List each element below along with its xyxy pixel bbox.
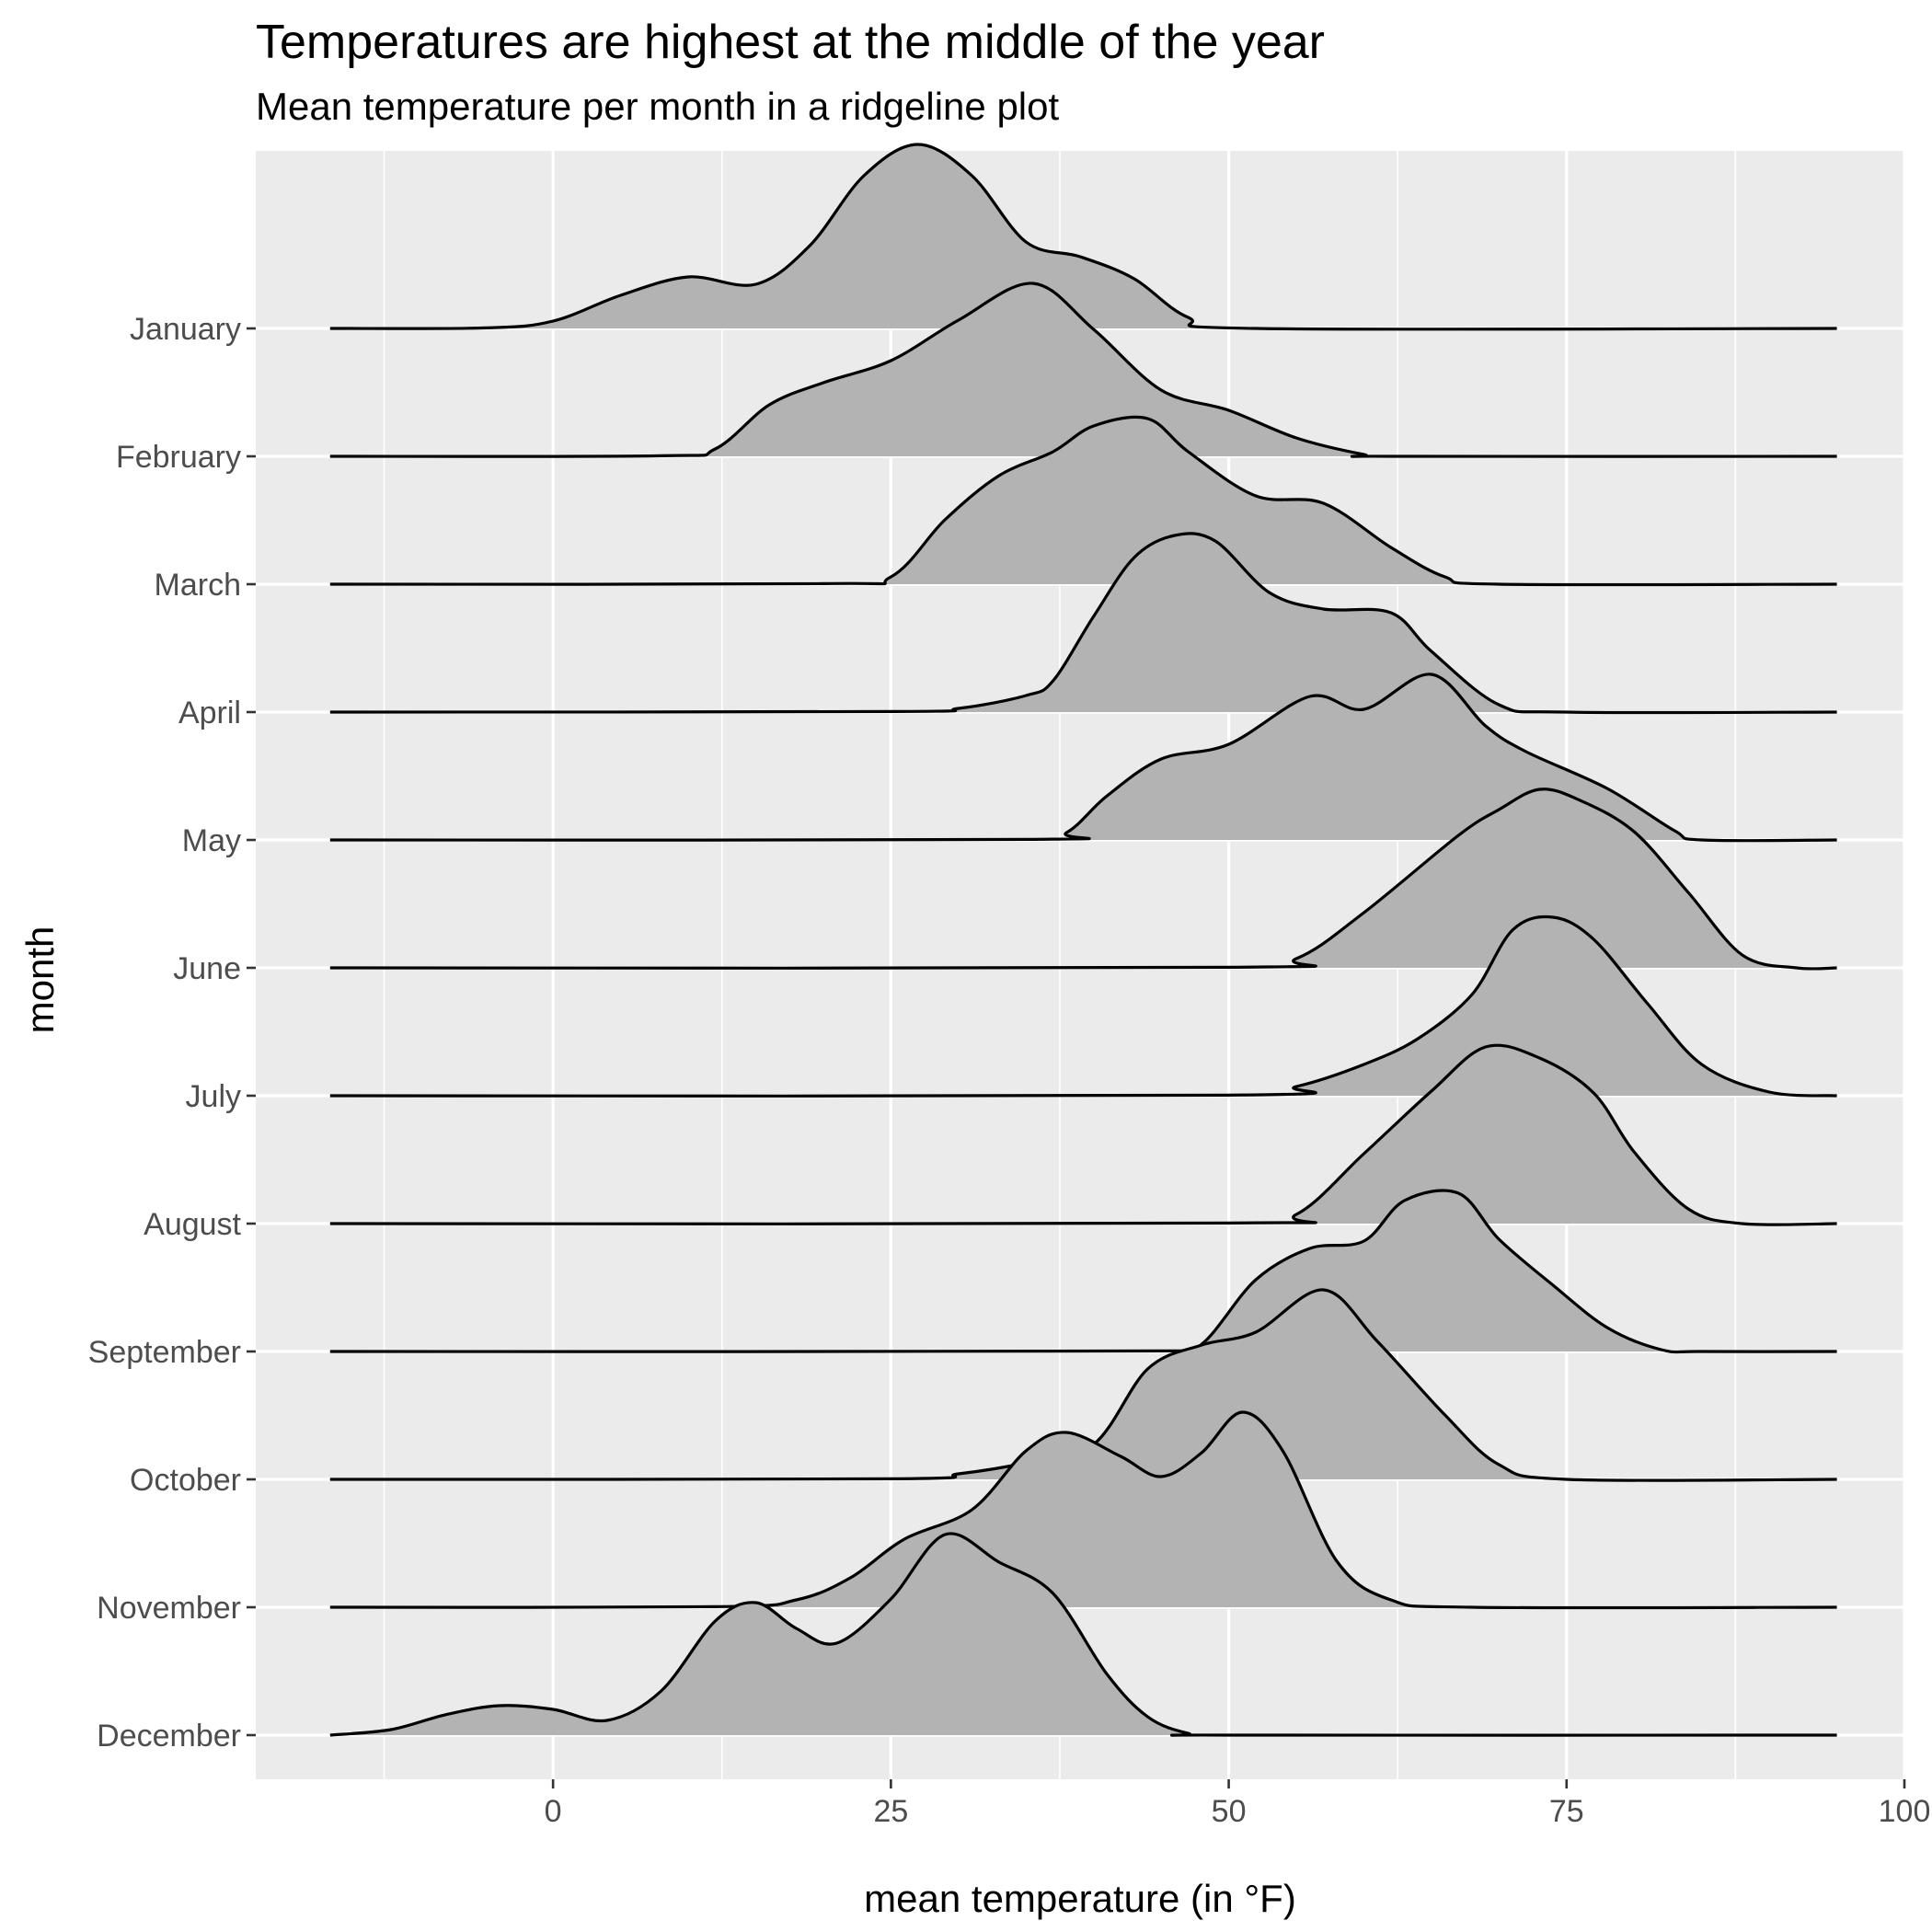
y-tick-label: September [88,1335,241,1370]
x-tick-label: 100 [1879,1794,1931,1829]
ridge-line [329,1043,1837,1226]
y-tick-label: April [178,696,241,730]
y-axis-title: month [18,926,62,1034]
y-tick-label: February [116,440,241,475]
ridge-area [329,916,1837,1097]
ridge-line [329,532,1837,715]
ridge-line [329,1410,1837,1610]
ridge-line [329,282,1837,458]
ridge-area [329,1190,1837,1352]
ridge-area [329,1533,1837,1736]
y-tick-label: December [97,1719,241,1754]
ridge-december [329,1532,1837,1737]
ridge-area [329,144,1837,329]
ridge-february [329,282,1837,458]
ridge-october [329,1288,1837,1482]
x-tick-label: 50 [1212,1794,1247,1829]
ridge-area [329,282,1837,457]
x-tick-label: 25 [873,1794,908,1829]
ridge-area [329,417,1837,585]
y-tick-label: June [173,951,241,986]
x-tick-label: 75 [1549,1794,1584,1829]
ridge-line [329,1532,1837,1737]
y-tick-label: October [130,1463,241,1498]
y-tick-label: August [144,1207,241,1242]
ridge-november [329,1410,1837,1610]
chart-subtitle: Mean temperature per month in a ridgelin… [256,85,1059,128]
ridge-area [329,533,1837,713]
ridge-january [329,143,1837,331]
ridge-area [329,788,1837,970]
ridge-area [329,673,1837,841]
ridge-june [329,788,1837,971]
ridge-may [329,673,1837,843]
y-tick-label: May [182,823,241,858]
ridge-line [329,415,1837,587]
y-axis: January February March April May June July Augu… [88,312,256,1754]
ridge-area [329,1045,1837,1225]
x-axis: 0 25 50 75 100 [545,1779,1931,1829]
ridges [329,143,1837,1737]
y-tick-label: November [97,1591,241,1626]
y-tick-label: January [130,312,241,347]
ridge-september [329,1189,1837,1354]
ridge-line [329,1189,1837,1354]
ridge-line [329,143,1837,331]
ridge-july [329,914,1837,1098]
ridge-march [329,415,1837,587]
ridge-line [329,788,1837,971]
y-tick-label: July [186,1079,241,1114]
x-tick-label: 0 [545,1794,562,1829]
x-axis-title: mean temperature (in °F) [864,1877,1296,1920]
ridge-line [329,1288,1837,1482]
ridge-line [329,673,1837,843]
y-tick-label: March [155,568,241,603]
ridge-line [329,914,1837,1098]
chart-title: Temperatures are highest at the middle o… [256,16,1325,69]
ridge-area [329,1411,1837,1608]
ridge-august [329,1043,1837,1226]
ridge-april [329,532,1837,715]
